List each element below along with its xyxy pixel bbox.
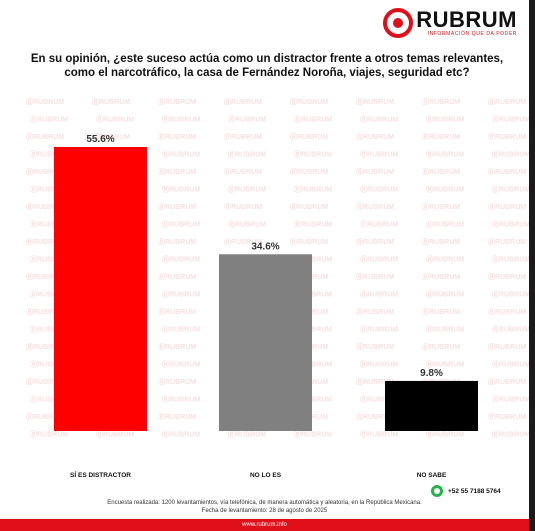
bar-1 [54, 147, 147, 431]
bar-3 [385, 380, 478, 431]
rubrum-logo: RUBRUM INFORMACIÓN QUE DA PODER [383, 8, 517, 38]
phone-number: +52 55 7188 5764 [448, 487, 501, 495]
bar-value-label: 55.6% [86, 134, 114, 145]
survey-date: Fecha de levantamiento: 28 de agosto de … [201, 508, 328, 514]
rubrum-logo-icon [383, 8, 414, 38]
bar-chart: 55.6% SÍ ES DISTRACTOR 34.6% NO LO ES 9.8% NO… [54, 134, 478, 479]
bar-value-label: 9.8% [420, 368, 443, 379]
bar-2 [219, 254, 312, 431]
website-link[interactable]: www.rubrum.info [242, 522, 287, 528]
survey-question: En su opinión, ¿este suceso actúa como u… [30, 53, 504, 79]
whatsapp-icon [431, 485, 443, 497]
footer-note: Encuesta realizada: 1200 levantamientos,… [0, 499, 529, 515]
contact-phone[interactable]: +52 55 7188 5764 [431, 485, 501, 497]
logo-tagline: INFORMACIÓN QUE DA PODER [427, 30, 517, 37]
category-label: SÍ ES DISTRACTOR [70, 470, 131, 479]
logo-wordmark: RUBRUM [416, 6, 517, 32]
website-bar[interactable]: www.rubrum.info [0, 519, 529, 531]
category-label: NO SABE [417, 472, 447, 479]
category-label: NO LO ES [250, 472, 282, 479]
bar-value-label: 34.6% [251, 241, 279, 252]
methodology-text: Encuesta realizada: 1200 levantamientos,… [107, 500, 422, 506]
